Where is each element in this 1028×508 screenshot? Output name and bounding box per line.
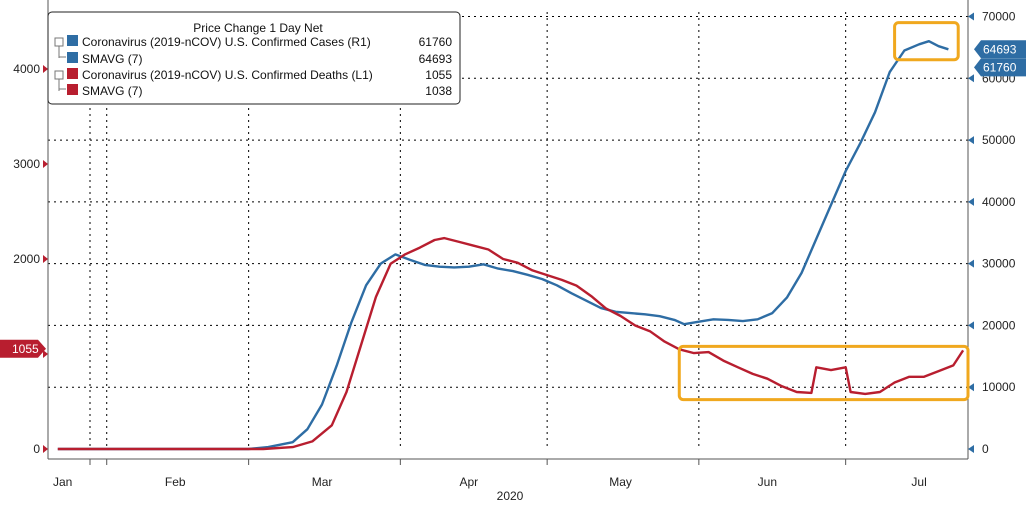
legend-entry-value: 1038 [425,84,452,98]
deaths-smavg-line [57,236,965,451]
x-tick-label: Jul [911,475,926,489]
x-tick-label: Jan [53,475,72,489]
legend-swatch [67,35,78,46]
left-tick-label: 2000 [13,252,40,266]
left-value-tag-label: 1055 [12,342,39,356]
legend-entry-label: SMAVG (7) [82,52,142,66]
left-tick-marker [43,350,48,358]
x-tick-label: Mar [312,475,333,489]
last-value-tags: 1055 64693 61760 [0,40,1026,358]
legend-collapse-marker [54,70,64,80]
axes: 0200030004000010000200003000040000500006… [13,0,1016,503]
legend-swatch [67,68,78,79]
right-tick-marker [968,321,974,330]
x-tick-label: Apr [460,475,479,489]
x-tick-label: Jun [758,475,777,489]
legend-box [47,11,461,105]
right-tick-marker [968,445,974,453]
right-tick-label: 10000 [982,380,1016,394]
left-tick-marker [43,255,48,263]
legend-entry-label: Coronavirus (2019-nCOV) U.S. Confirmed D… [82,68,373,82]
left-tick-marker [43,160,48,168]
right-tick-marker [968,259,974,268]
right-tick-label: 20000 [982,318,1016,332]
highlight-box [893,21,960,62]
left-value-tag [0,339,46,358]
legend-entry-value: 1055 [425,68,452,82]
right-tick-marker [968,197,974,206]
right-tick-marker [968,136,974,145]
left-tick-label: 4000 [13,62,40,76]
right-tick-label: 30000 [982,257,1016,271]
right-value-tag-label: 61760 [983,60,1017,74]
left-tick-label: 0 [33,442,40,456]
legend-entry-label: SMAVG (7) [82,84,142,98]
right-tick-marker [968,12,974,21]
legend-swatch [67,84,78,95]
highlight-box [677,344,970,402]
right-value-tag [974,40,1026,59]
legend-header: Price Change 1 Day Net [193,21,323,35]
left-tick-marker [43,65,48,73]
right-tick-marker [968,74,974,83]
right-tick-label: 0 [982,442,989,456]
legend-entry-value: 64693 [419,52,453,66]
right-value-tag-label: 64693 [983,42,1017,56]
left-tick-marker [43,445,48,453]
right-tick-marker [968,383,974,392]
x-tick-label: May [609,475,632,489]
legend-swatch [67,52,78,63]
right-tick-label: 40000 [982,195,1016,209]
highlight-boxes [677,21,970,402]
series-lines [57,40,965,451]
legend-collapse-marker [54,37,64,47]
right-value-tag [974,58,1026,77]
legend-entry-value: 61760 [419,35,453,49]
x-year-label: 2020 [497,489,524,503]
right-tick-label: 70000 [982,10,1016,24]
x-tick-label: Feb [165,475,186,489]
right-tick-label: 50000 [982,133,1016,147]
cases-smavg-line [57,40,949,451]
left-tick-label: 3000 [13,157,40,171]
legend-entry-label: Coronavirus (2019-nCOV) U.S. Confirmed C… [82,35,371,49]
